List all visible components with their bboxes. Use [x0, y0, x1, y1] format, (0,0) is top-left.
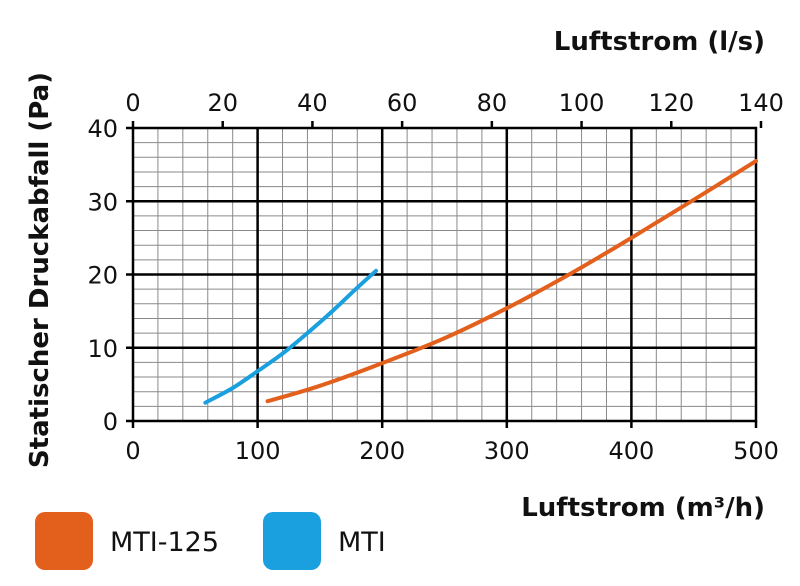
bottom-tick-labels: 0 100 200 300 400 500: [125, 437, 779, 465]
top-tick-label: 120: [648, 89, 694, 117]
x-tick-label: 0: [125, 437, 140, 465]
x-tick-label: 100: [235, 437, 281, 465]
top-tick-label: 100: [559, 89, 605, 117]
y-tick-label: 0: [103, 408, 118, 436]
y-tick-label: 10: [87, 335, 118, 363]
top-tick-label: 60: [387, 89, 418, 117]
x-tick-label: 200: [359, 437, 405, 465]
top-tick-label: 20: [207, 89, 238, 117]
top-tick-label: 0: [125, 89, 140, 117]
legend: MTI-125 MTI: [35, 512, 386, 570]
y-tick-labels: 0 10 20 30 40: [87, 115, 118, 436]
top-tick-labels: 0 20 40 60 80 100 120 140: [125, 89, 784, 117]
bottom-axis-title: Luftstrom (m³/h): [521, 493, 765, 523]
legend-label-mti-125: MTI-125: [110, 527, 219, 558]
series-lines: [203, 159, 758, 405]
y-axis-title: Statischer Druckabfall (Pa): [25, 72, 55, 468]
y-tick-label: 30: [87, 188, 118, 216]
y-tick-label: 40: [87, 115, 118, 143]
x-tick-label: 300: [484, 437, 530, 465]
top-tick-label: 80: [477, 89, 508, 117]
axis-ticks: [126, 121, 763, 428]
top-tick-label: 40: [297, 89, 328, 117]
series-line-mti-125: [265, 159, 758, 404]
x-tick-label: 500: [733, 437, 779, 465]
legend-swatch-mti-125: [35, 512, 93, 570]
legend-label-mti: MTI: [338, 527, 386, 558]
top-axis-title: Luftstrom (l/s): [554, 27, 765, 57]
legend-swatch-mti: [263, 512, 321, 570]
x-tick-label: 400: [608, 437, 654, 465]
top-tick-label: 140: [738, 89, 784, 117]
major-grid: [133, 128, 756, 421]
y-tick-label: 20: [87, 262, 118, 290]
series-line-mti: [203, 268, 378, 405]
